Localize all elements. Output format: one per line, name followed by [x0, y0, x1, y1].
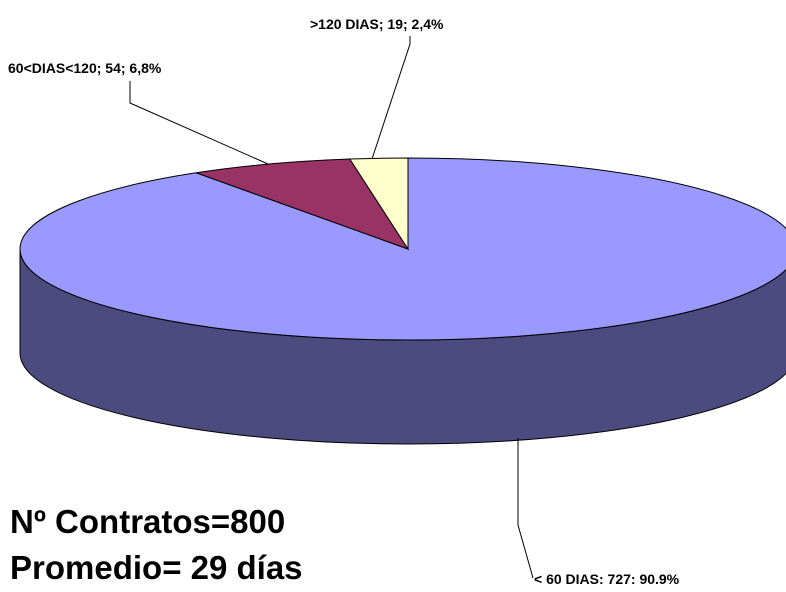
leader-line-1 — [129, 81, 269, 165]
slice-label-over-120: >120 DIAS; 19; 2,4% — [310, 16, 444, 32]
pie-slice-2 — [348, 157, 409, 251]
leader-lines — [129, 36, 534, 579]
slice-label-60-120: 60<DIAS<120; 54; 6,8% — [8, 60, 162, 76]
leader-line-2 — [371, 36, 411, 160]
leader-line-0 — [517, 438, 534, 579]
slice-label-less-60: < 60 DIAS: 727: 90.9% — [534, 571, 680, 587]
pie-slice-0 — [19, 157, 786, 341]
average-days: Promedio= 29 días — [10, 549, 303, 586]
contracts-count: Nº Contratos=800 — [10, 503, 286, 540]
pie-top-face — [19, 157, 786, 341]
pie-slice-1 — [196, 158, 410, 250]
